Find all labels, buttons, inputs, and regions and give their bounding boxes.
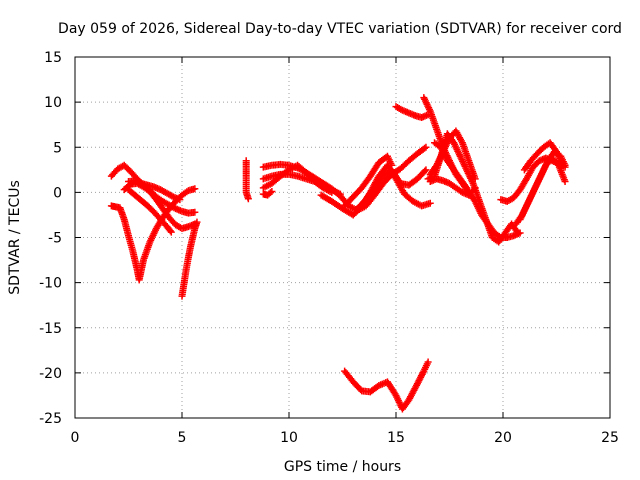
data-point [422,143,430,151]
x-tick-label: 5 [178,430,187,446]
series-trace-20 [431,139,471,192]
series-trace-21 [426,175,479,199]
series-trace-25 [520,139,567,174]
data-point [193,218,201,226]
data-point [268,187,276,195]
y-tick-label: 0 [53,185,62,201]
y-tick-label: 15 [44,50,62,66]
series-trace-14 [353,166,430,213]
series-trace-5 [178,218,201,300]
series-trace-4 [125,186,175,236]
data-marks [107,94,569,413]
data-point [561,178,569,186]
series-trace-6 [125,177,184,204]
series-trace-13 [341,152,396,210]
series-trace-16 [392,103,432,121]
y-tick-label: 5 [53,140,62,156]
x-tick-label: 15 [387,430,405,446]
data-point [559,161,567,169]
x-axis-label: GPS time / hours [284,459,401,475]
data-point [422,166,430,174]
x-tick-label: 0 [71,430,80,446]
data-point [424,358,432,366]
data-point [167,228,175,236]
y-tick-label: -20 [39,366,62,382]
data-point [462,182,470,190]
series-trace-10 [259,161,336,196]
data-point [421,167,429,175]
data-point [470,185,478,193]
data-point [191,208,199,216]
data-point [463,184,471,192]
data-point [166,227,174,235]
y-tick-label: -10 [39,276,62,292]
series-trace-24 [516,154,569,223]
data-point [421,144,429,152]
data-point [336,190,344,198]
data-point [266,189,274,197]
x-tick-label: 10 [280,430,298,446]
data-point [426,199,434,207]
data-point [471,175,479,183]
data-point [244,195,252,203]
data-point [471,184,479,192]
y-tick-label: 10 [44,95,62,111]
y-tick-label: -25 [39,411,62,427]
series-trace-7 [242,157,252,203]
chart-title: Day 059 of 2026, Sidereal Day-to-day VTE… [58,21,622,37]
x-tick-label: 20 [494,430,512,446]
series-trace-11 [259,187,276,199]
y-axis-label: SDTVAR / TECUs [7,180,23,295]
data-point [328,188,336,196]
x-tick-label: 25 [601,430,619,446]
data-point [176,196,184,204]
series-trace-15 [341,358,432,413]
data-point [516,229,524,237]
data-point [191,185,199,193]
y-tick-label: -5 [48,231,62,247]
y-tick-label: -15 [39,321,62,337]
axis-ticks: 0 5 10 15 20 25 15 10 5 0 -5 -10 -15 -20 -25 [39,50,619,446]
